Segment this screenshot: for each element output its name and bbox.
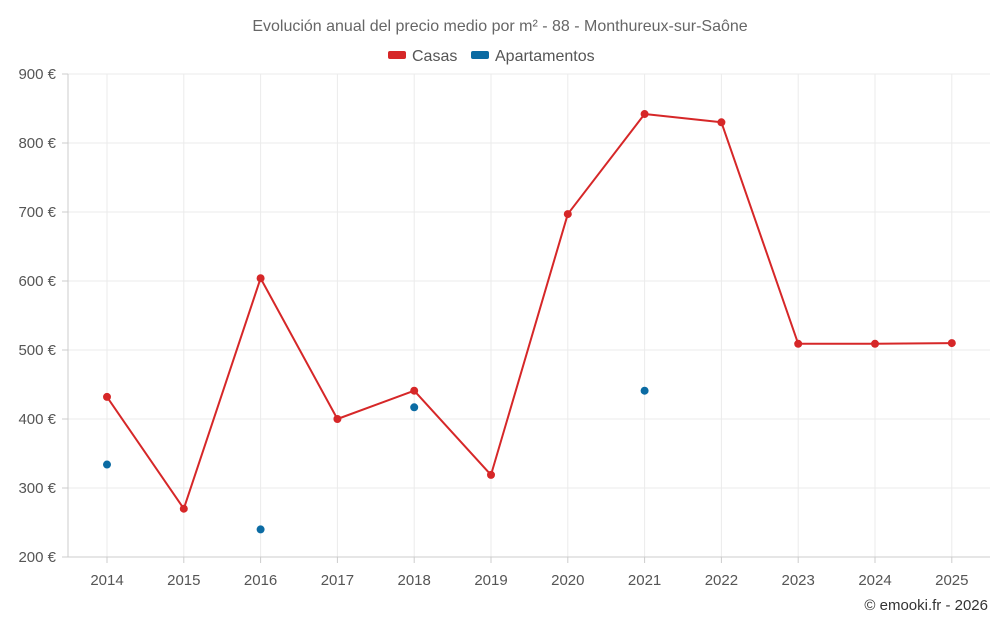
x-tick-label: 2022	[705, 572, 738, 589]
series-casas	[103, 110, 956, 513]
x-tick-label: 2020	[551, 572, 584, 589]
series-apartamentos	[103, 386, 649, 534]
grid	[67, 73, 990, 558]
data-point-apartamentos[interactable]	[640, 386, 649, 395]
y-tick-label: 800 €	[18, 135, 56, 152]
y-tick-label: 400 €	[18, 411, 56, 428]
x-axis-ticks: 2014 2015 2016 2017 2018 2019 2020 2021 2022 2023…	[90, 557, 968, 589]
data-point-casas[interactable]	[947, 339, 956, 348]
legend-label-casas: Casas	[412, 48, 457, 65]
y-axis-ticks: 200 € 300 € 400 € 500 € 600 € 700 € 800 € 900 €	[18, 66, 68, 566]
x-tick-label: 2024	[858, 572, 891, 589]
credit: © emooki.fr - 2026	[864, 597, 988, 614]
data-point-casas[interactable]	[487, 470, 495, 479]
y-tick-label: 300 €	[18, 480, 56, 497]
x-tick-label: 2019	[474, 572, 507, 589]
series-line-casas	[106, 113, 952, 510]
legend-swatch-casas	[388, 51, 406, 59]
y-tick-label: 600 €	[18, 273, 56, 290]
x-tick-label: 2016	[244, 572, 277, 589]
legend-item-casas[interactable]: Casas	[388, 48, 457, 65]
y-tick-label: 700 €	[18, 204, 56, 221]
data-point-casas[interactable]	[640, 110, 649, 119]
data-point-casas[interactable]	[179, 504, 188, 513]
data-point-casas[interactable]	[794, 339, 803, 348]
chart-title: Evolución anual del precio medio por m² …	[252, 18, 747, 35]
x-tick-label: 2025	[935, 572, 968, 589]
x-tick-label: 2014	[90, 572, 123, 589]
y-tick-label: 900 €	[18, 66, 56, 83]
data-point-casas[interactable]	[103, 392, 111, 401]
x-tick-label: 2015	[167, 572, 200, 589]
data-point-apartamentos[interactable]	[103, 460, 111, 469]
legend: Casas Apartamentos	[388, 48, 595, 65]
data-point-casas[interactable]	[563, 210, 572, 219]
data-point-casas[interactable]	[256, 274, 265, 283]
data-point-casas[interactable]	[333, 415, 342, 423]
x-tick-label: 2018	[398, 572, 431, 589]
x-tick-label: 2021	[628, 572, 661, 589]
x-tick-label: 2023	[782, 572, 815, 589]
data-point-casas[interactable]	[871, 339, 879, 348]
x-tick-label: 2017	[321, 572, 354, 589]
legend-label-apartamentos: Apartamentos	[495, 48, 595, 65]
data-point-casas[interactable]	[717, 118, 726, 127]
legend-item-apartamentos[interactable]: Apartamentos	[471, 48, 595, 65]
y-tick-label: 200 €	[18, 549, 56, 566]
data-point-apartamentos[interactable]	[410, 403, 419, 412]
series	[103, 110, 956, 534]
data-point-casas[interactable]	[410, 386, 419, 395]
y-tick-label: 500 €	[18, 342, 56, 359]
data-point-apartamentos[interactable]	[256, 525, 265, 534]
legend-swatch-apartamentos	[471, 51, 489, 59]
